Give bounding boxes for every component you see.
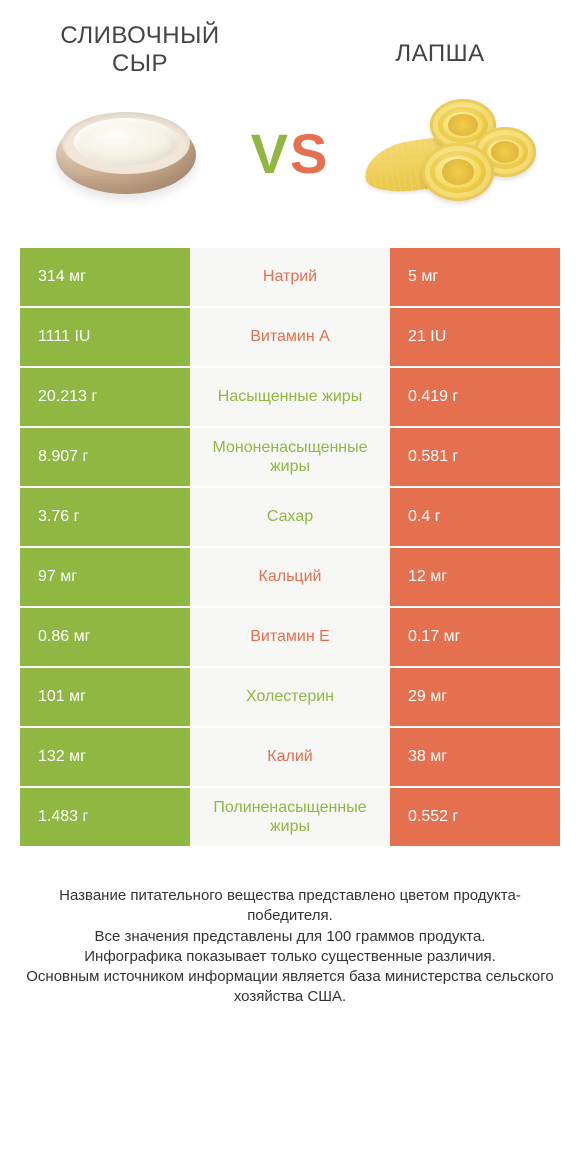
nutrient-label: Витамин E bbox=[190, 608, 390, 666]
table-row: 1111 IUВитамин A21 IU bbox=[20, 308, 560, 368]
table-row: 8.907 гМононенасыщенные жиры0.581 г bbox=[20, 428, 560, 488]
table-row: 314 мгНатрий5 мг bbox=[20, 248, 560, 308]
left-value: 1.483 г bbox=[20, 788, 190, 846]
left-value: 20.213 г bbox=[20, 368, 190, 426]
nutrient-label: Натрий bbox=[190, 248, 390, 306]
left-value: 101 мг bbox=[20, 668, 190, 726]
nutrient-label: Витамин A bbox=[190, 308, 390, 366]
header: СЛИВОЧНЫЙ СЫР ЛАПША bbox=[0, 0, 580, 88]
cream-cheese-icon bbox=[48, 98, 203, 208]
vs-row: VS bbox=[0, 88, 580, 248]
footer-line: Название питательного вещества представл… bbox=[20, 886, 560, 927]
footer-notes: Название питательного вещества представл… bbox=[0, 848, 580, 1008]
left-value: 314 мг bbox=[20, 248, 190, 306]
nutrient-label: Холестерин bbox=[190, 668, 390, 726]
right-product-title: ЛАПША bbox=[340, 22, 540, 68]
table-row: 132 мгКалий38 мг bbox=[20, 728, 560, 788]
right-value: 0.419 г bbox=[390, 368, 560, 426]
left-value: 97 мг bbox=[20, 548, 190, 606]
comparison-table: 314 мгНатрий5 мг1111 IUВитамин A21 IU20.… bbox=[20, 248, 560, 848]
right-value: 0.552 г bbox=[390, 788, 560, 846]
nutrient-label: Полиненасыщенные жиры bbox=[190, 788, 390, 846]
nutrient-label: Сахар bbox=[190, 488, 390, 546]
footer-line: Все значения представлены для 100 граммо… bbox=[20, 927, 560, 947]
left-product-title: СЛИВОЧНЫЙ СЫР bbox=[40, 22, 240, 78]
table-row: 20.213 гНасыщенные жиры0.419 г bbox=[20, 368, 560, 428]
nutrient-label: Насыщенные жиры bbox=[190, 368, 390, 426]
right-value: 0.4 г bbox=[390, 488, 560, 546]
nutrient-label: Кальций bbox=[190, 548, 390, 606]
right-value: 29 мг bbox=[390, 668, 560, 726]
vs-label: VS bbox=[251, 121, 330, 186]
nutrient-label: Калий bbox=[190, 728, 390, 786]
right-product-image bbox=[370, 88, 540, 218]
left-value: 0.86 мг bbox=[20, 608, 190, 666]
right-value: 0.581 г bbox=[390, 428, 560, 486]
right-value: 12 мг bbox=[390, 548, 560, 606]
noodles-icon bbox=[370, 93, 540, 213]
left-value: 3.76 г bbox=[20, 488, 190, 546]
table-row: 101 мгХолестерин29 мг bbox=[20, 668, 560, 728]
table-row: 97 мгКальций12 мг bbox=[20, 548, 560, 608]
left-value: 1111 IU bbox=[20, 308, 190, 366]
right-value: 5 мг bbox=[390, 248, 560, 306]
left-product-image bbox=[40, 88, 210, 218]
vs-letter-v: V bbox=[251, 122, 290, 185]
left-value: 8.907 г bbox=[20, 428, 190, 486]
footer-line: Инфографика показывает только существенн… bbox=[20, 947, 560, 967]
table-row: 3.76 гСахар0.4 г bbox=[20, 488, 560, 548]
table-row: 1.483 гПолиненасыщенные жиры0.552 г bbox=[20, 788, 560, 848]
right-value: 0.17 мг bbox=[390, 608, 560, 666]
right-value: 38 мг bbox=[390, 728, 560, 786]
vs-letter-s: S bbox=[290, 122, 329, 185]
table-row: 0.86 мгВитамин E0.17 мг bbox=[20, 608, 560, 668]
nutrient-label: Мононенасыщенные жиры bbox=[190, 428, 390, 486]
right-value: 21 IU bbox=[390, 308, 560, 366]
left-value: 132 мг bbox=[20, 728, 190, 786]
footer-line: Основным источником информации является … bbox=[20, 967, 560, 1008]
